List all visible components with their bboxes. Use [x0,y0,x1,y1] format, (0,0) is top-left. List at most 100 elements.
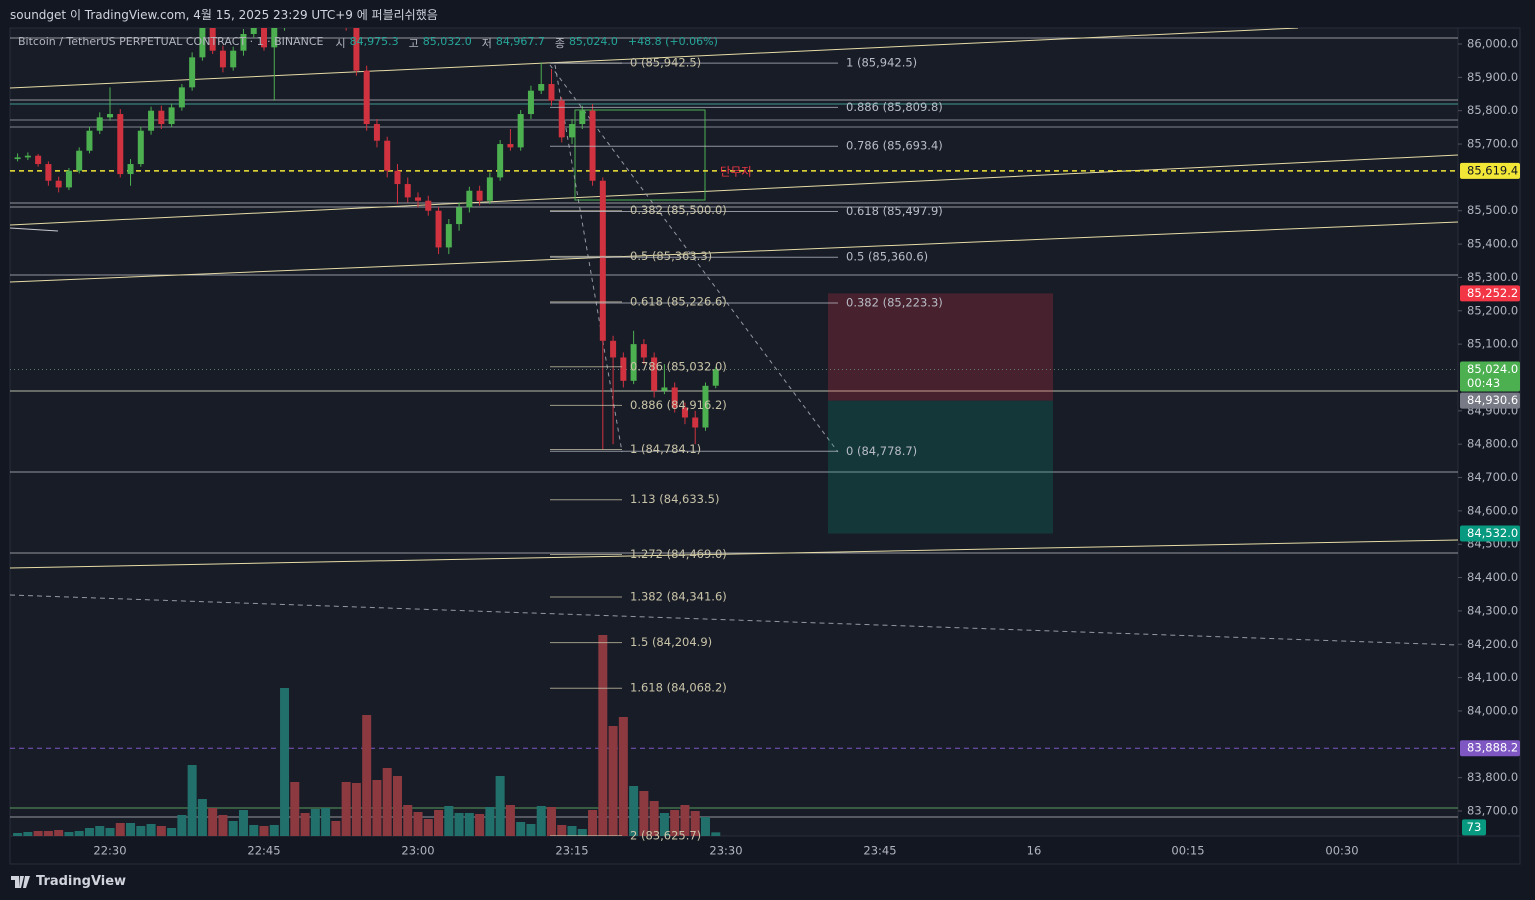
candle-body [199,28,206,58]
fib-label: 0.5 (85,363.3) [630,249,712,263]
x-tick-label: 23:30 [709,844,742,858]
price-tag-label: 85,024.0 [1467,362,1518,376]
y-tick-label: 85,100.0 [1467,337,1518,351]
candle-body [137,130,144,165]
footer: TradingView [10,874,126,889]
drawings [10,28,1458,818]
volume-bar [475,814,485,836]
y-tick-label: 85,400.0 [1467,237,1518,251]
series [10,28,1458,836]
fib-label: 1 (85,942.5) [846,56,917,70]
volume-bar [588,810,598,836]
trend-line [10,154,1458,226]
legend-value: 84,975.3 [349,35,399,48]
fib-label: 0.618 (85,226.6) [630,294,727,308]
x-tick-label: 23:15 [555,844,588,858]
fib-label: 2 (83,625.7) [630,828,701,842]
volume-bar [577,829,587,836]
candle-body [158,110,165,125]
trend-line [10,221,1458,283]
candle-body [702,385,709,428]
candle-body [558,100,565,138]
x-tick-label: 23:00 [401,844,434,858]
volume-bar [392,776,402,836]
candle-body [107,114,113,118]
volume-bar [423,819,433,836]
volume-bar [197,799,207,836]
volume-bar [505,805,515,836]
candle-body [476,190,483,201]
volume-bar [13,833,23,836]
candle-body [404,184,411,198]
volume-bar [259,826,269,836]
y-tick-label: 85,300.0 [1467,270,1518,284]
fib-label: 0.5 (85,360.6) [846,250,928,264]
y-tick-label: 84,300.0 [1467,603,1518,617]
candle-body [456,207,463,225]
legend-key: 종 [554,37,565,50]
candle-body [415,197,422,201]
legend-change: +48.8 (+0.06%) [627,35,718,48]
candle-body [384,140,391,171]
candle-body [538,84,545,91]
volume-bar [464,813,474,836]
candle-body [394,170,401,185]
candle-body [435,210,442,248]
price-tag [1460,361,1520,392]
candle-body [86,130,93,151]
candle-body [230,50,237,68]
candle-body [219,50,226,68]
candle-body [610,340,617,358]
volume-bar [167,828,177,836]
stop-zone [828,293,1053,401]
volume-bar [659,813,669,836]
volume-bar [126,823,136,836]
fib-trend [549,64,839,453]
legend-key: 고 [408,37,419,50]
x-tick-label: 00:15 [1171,844,1204,858]
fib-label: 0.382 (85,223.3) [846,296,943,310]
legend-key: 저 [481,37,492,50]
legend-value: 85,032.0 [422,35,472,48]
candle-body [692,417,699,428]
candle-body [579,110,586,125]
fib-label: 1.13 (84,633.5) [630,492,719,506]
volume-bar [331,821,341,836]
volume-bar [177,815,187,836]
candle-body [671,387,678,408]
candle-body [14,157,21,160]
candle-body [24,155,31,158]
publish-header: soundget 이 TradingView.com, 4월 15, 2025 … [10,8,438,22]
legend-value: 85,024.0 [568,35,618,48]
volume-tag [1462,819,1486,836]
volume-bar [639,791,649,836]
candle-body [96,117,103,131]
volume-bar [546,807,556,836]
candle-body [189,57,196,88]
candle-body [599,180,606,341]
target-zone [828,400,1053,534]
volume-bar [598,635,608,836]
volume-bar [269,825,279,836]
volume-bar [321,808,331,836]
y-tick-label: 84,200.0 [1467,637,1518,651]
volume-bar [629,786,639,836]
volume-bar [218,815,228,836]
candle-body [517,114,524,148]
y-tick-label: 84,600.0 [1467,503,1518,517]
symbol-title: Bitcoin / TetherUS PERPETUAL CONTRACT · … [18,35,324,48]
volume-bar [208,808,218,836]
candle-body [548,84,555,101]
volume-bar [690,811,700,836]
trend-line [10,539,1458,569]
candle-body [589,110,596,181]
volume-bar [711,832,721,836]
candle-body [527,90,534,115]
candle-body [445,224,452,248]
y-tick-label: 86,000.0 [1467,37,1518,51]
volume-bar [495,776,505,836]
price-tag [1460,740,1520,757]
candle-body [127,164,134,175]
volume-bar [64,832,74,836]
volume-bar [187,765,197,836]
